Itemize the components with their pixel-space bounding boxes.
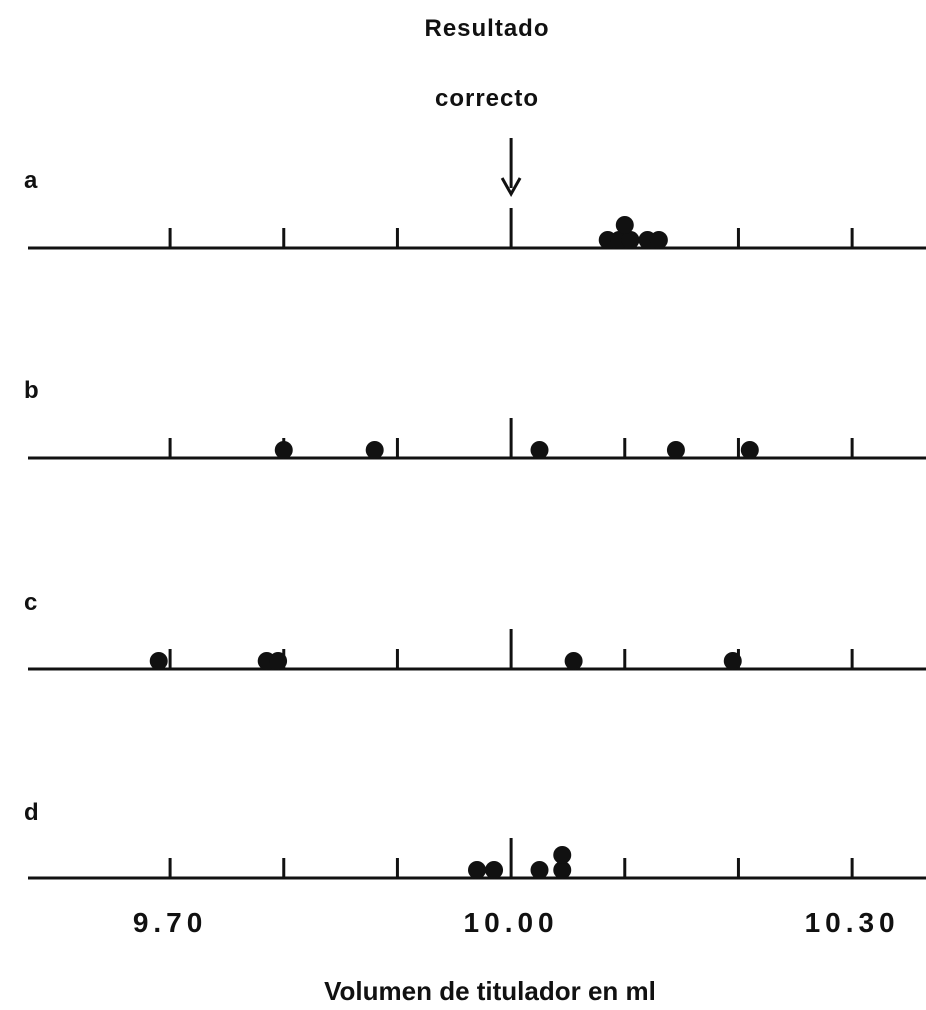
data-point bbox=[553, 846, 572, 864]
data-point bbox=[530, 441, 549, 459]
data-point bbox=[740, 441, 759, 459]
data-point bbox=[553, 861, 572, 879]
tick-label: 10.30 bbox=[805, 907, 900, 938]
row-c: c bbox=[24, 589, 926, 671]
data-point bbox=[723, 652, 742, 670]
data-point bbox=[666, 441, 685, 459]
row-b: b bbox=[24, 377, 926, 460]
data-point bbox=[615, 216, 634, 234]
row-label: b bbox=[24, 377, 39, 404]
tick-label: 10.00 bbox=[464, 907, 559, 938]
data-point bbox=[564, 652, 583, 670]
x-axis-title: Volumen de titulador en ml bbox=[324, 976, 656, 1006]
dot-plot-rows: a b c d bbox=[24, 167, 926, 880]
down-arrow-icon bbox=[500, 138, 522, 198]
arrow-head bbox=[500, 177, 522, 198]
correct-result-annotation: Resultado correcto bbox=[424, 15, 549, 198]
annotation-line-2: correcto bbox=[435, 85, 539, 112]
annotation-line-1: Resultado bbox=[424, 15, 549, 42]
data-point bbox=[485, 861, 504, 879]
data-point bbox=[621, 231, 640, 249]
row-label: a bbox=[24, 167, 38, 194]
x-tick-labels: 9.70 10.00 10.30 bbox=[133, 907, 900, 938]
data-point bbox=[149, 652, 168, 670]
data-point bbox=[468, 861, 486, 879]
data-point bbox=[274, 441, 293, 459]
row-d: d bbox=[24, 799, 926, 880]
tick-label: 9.70 bbox=[133, 907, 208, 938]
row-a: a bbox=[24, 167, 926, 250]
data-point bbox=[365, 441, 384, 459]
data-point bbox=[649, 231, 668, 249]
row-label: c bbox=[24, 589, 37, 616]
row-label: d bbox=[24, 799, 39, 826]
data-point bbox=[269, 652, 288, 670]
data-point bbox=[530, 861, 549, 879]
